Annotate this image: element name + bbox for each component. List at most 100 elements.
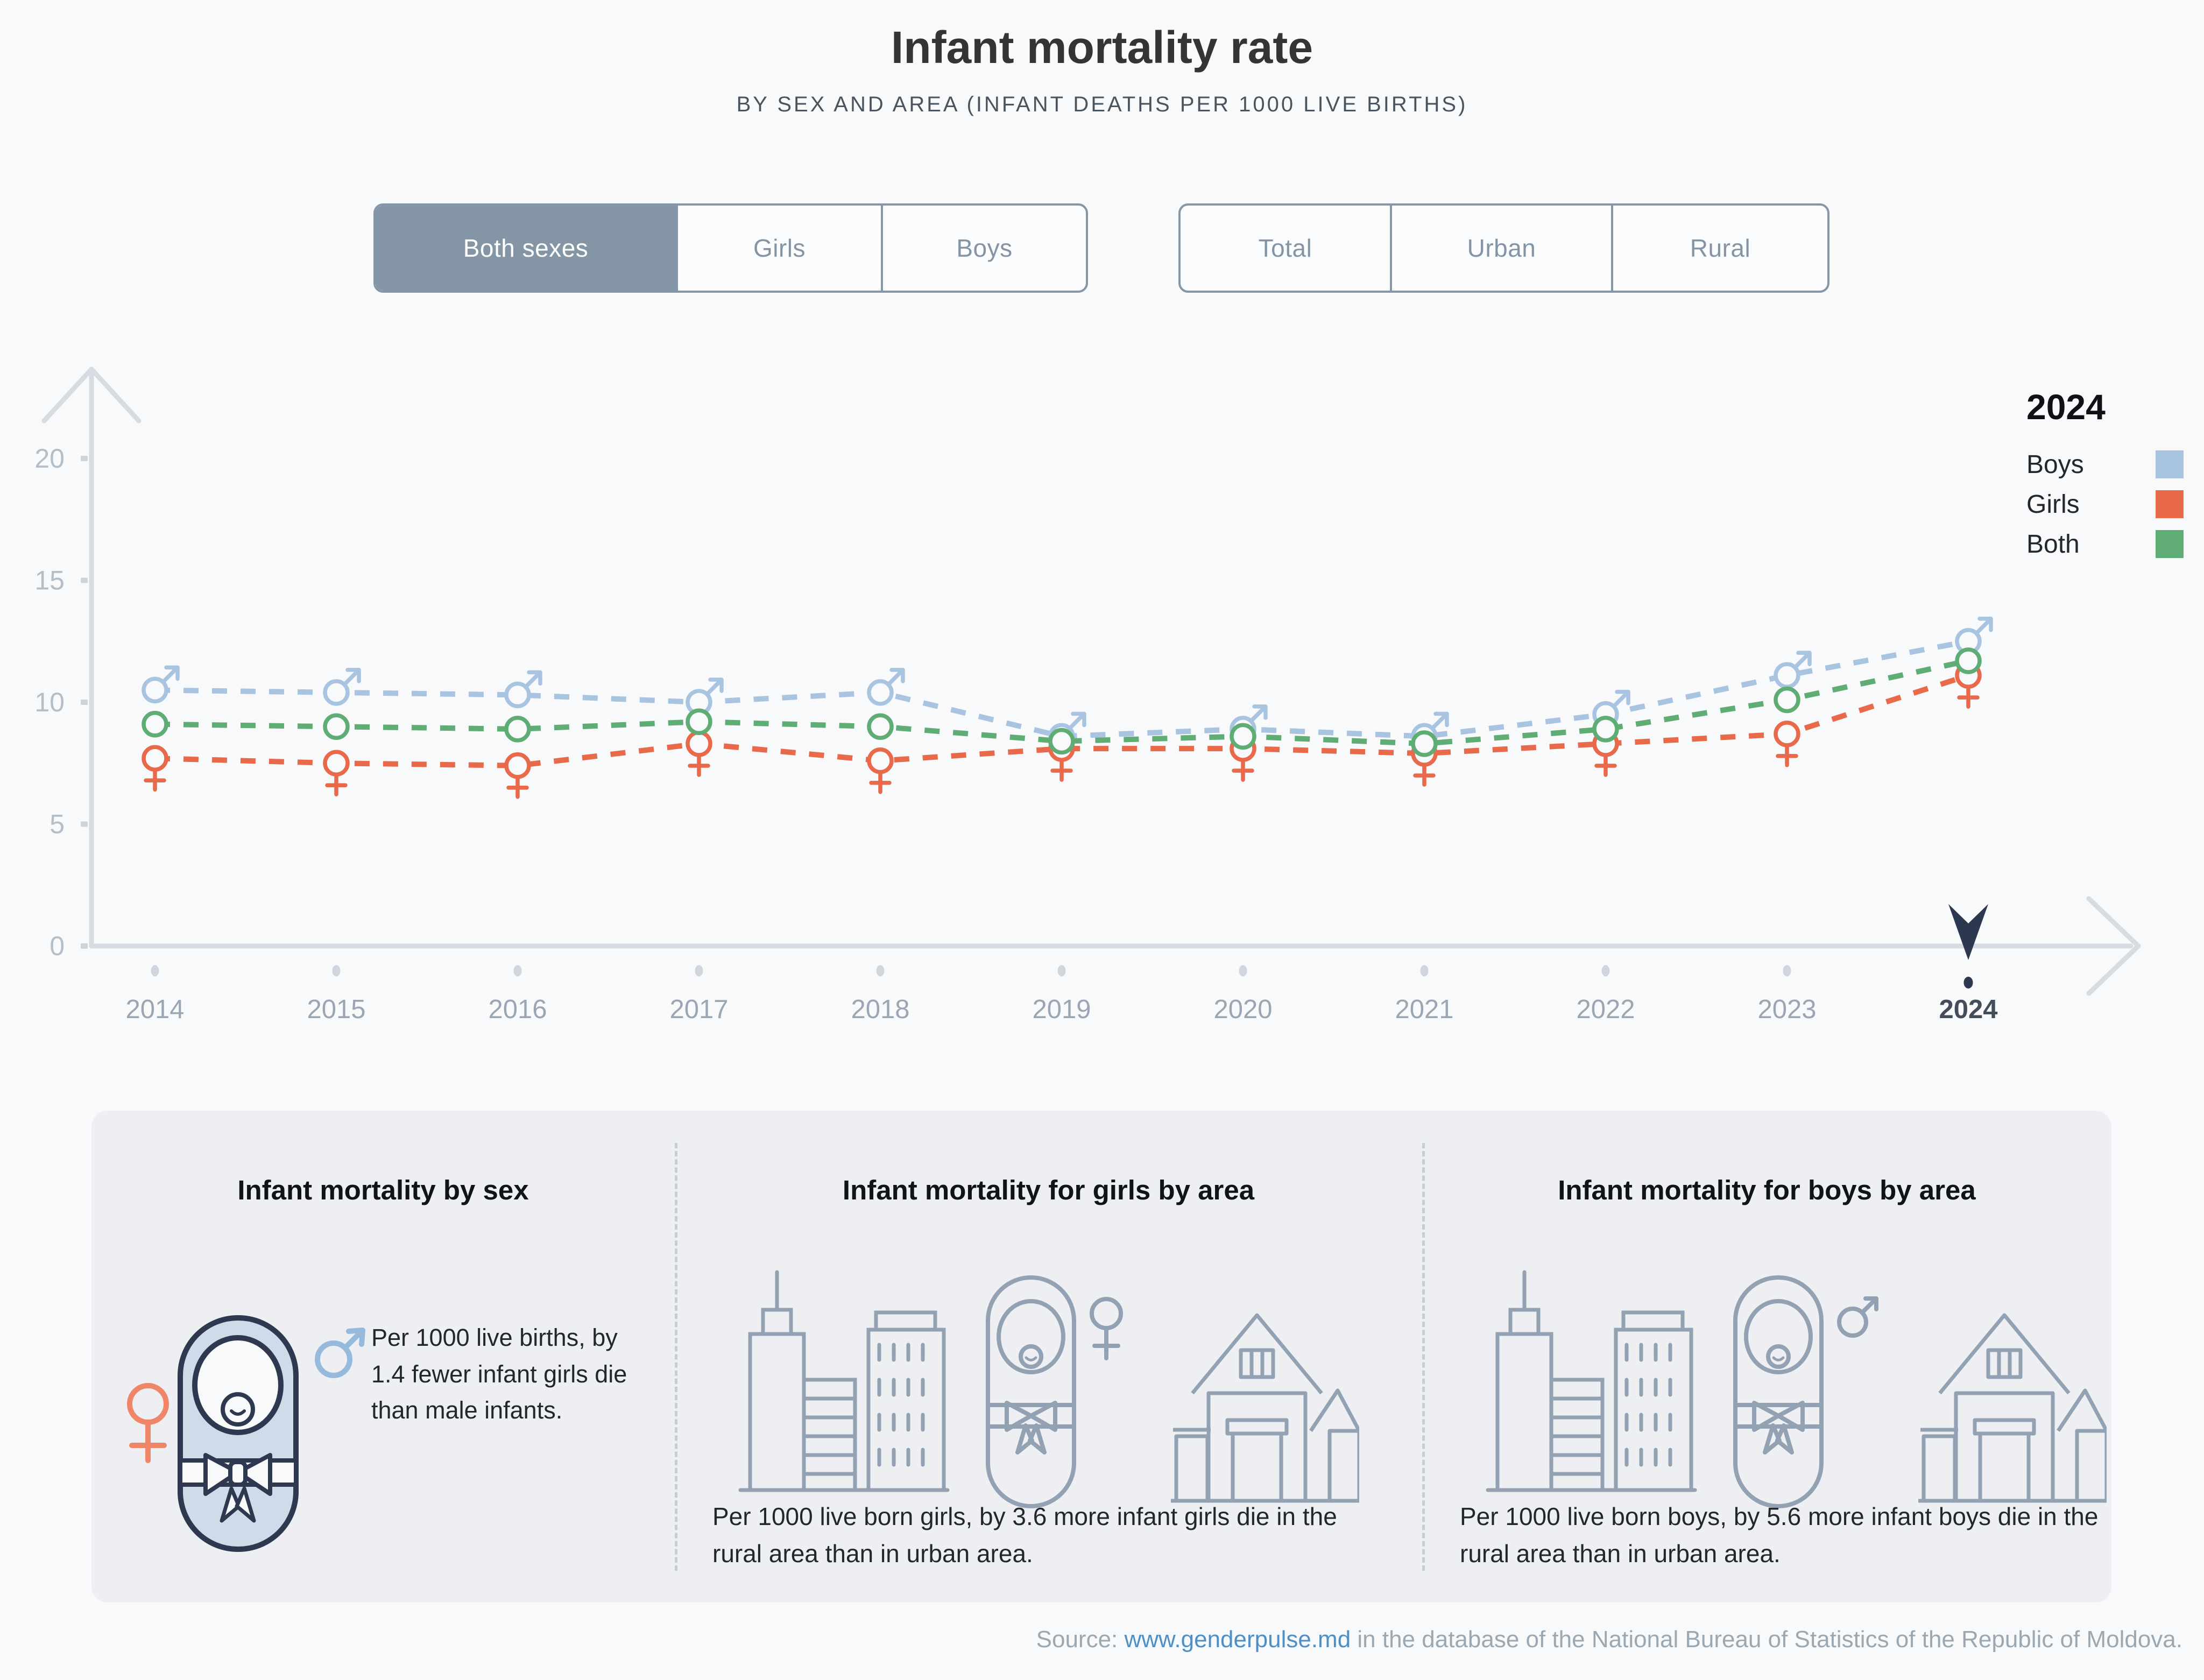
card-divider — [675, 1143, 677, 1571]
both-marker-2014 — [142, 711, 168, 738]
girls-marker-2023 — [1774, 721, 1800, 747]
y-tick-label: 0 — [50, 931, 65, 961]
mortality-line-chart: 0 5 10 15 20 2014 2015 2016 2017 2018 2019 2020 2021… — [34, 366, 2141, 1024]
source-link[interactable]: www.genderpulse.md — [1124, 1626, 1351, 1653]
girls-marker-2016 — [504, 752, 531, 779]
baby-icon — [986, 1275, 1076, 1508]
house-icon — [1918, 1313, 2107, 1503]
y-tick — [81, 943, 88, 949]
page-subtitle: BY SEX AND AREA (INFANT DEATHS PER 1000 … — [736, 93, 1468, 116]
girls-marker-2014 — [142, 745, 168, 772]
legend-selected-year: 2024 — [2026, 387, 2106, 427]
card-title: Infant mortality for boys by area — [1558, 1175, 1976, 1205]
female-symbol-icon — [1776, 743, 1798, 767]
female-symbol-icon — [869, 770, 892, 794]
female-symbol-icon — [325, 772, 348, 796]
both-marker-2024 — [1955, 647, 1982, 674]
boys-marker-2014 — [142, 676, 168, 704]
both-marker-2017 — [686, 708, 712, 735]
baby-icon — [1733, 1275, 1824, 1508]
legend-row-both: Both — [2026, 530, 2184, 559]
year-tick-2018[interactable]: 2018 — [851, 995, 909, 1024]
both-marker-2018 — [867, 713, 894, 740]
year-tick-2024[interactable]: 2024 — [1939, 995, 1997, 1024]
toggle-boys[interactable]: Boys — [881, 206, 1086, 291]
legend-label-both: Both — [2026, 530, 2080, 559]
selected-year-cursor-icon — [1948, 904, 1988, 960]
legend-row-girls: Girls — [2026, 490, 2184, 519]
year-tick-2020[interactable]: 2020 — [1213, 995, 1272, 1024]
toggle-total[interactable]: Total — [1258, 234, 1312, 262]
city-icon — [1486, 1270, 1697, 1492]
boys-area-icons — [1486, 1270, 2107, 1508]
year-tick-2019[interactable]: 2019 — [1032, 995, 1091, 1024]
year-dot — [151, 965, 159, 977]
both-marker-2015 — [323, 713, 350, 740]
year-dot — [1057, 965, 1066, 977]
year-dot — [1420, 965, 1429, 977]
year-tick-2017[interactable]: 2017 — [669, 995, 728, 1024]
year-dot — [332, 965, 341, 977]
series-line-both — [154, 658, 1969, 747]
year-tick-2015[interactable]: 2015 — [307, 995, 365, 1024]
female-symbol-icon — [127, 1383, 169, 1463]
year-tick-2016[interactable]: 2016 — [488, 995, 547, 1024]
area-toggle-group: Total Urban Rural — [1178, 203, 1829, 293]
boys-marker-2018 — [867, 679, 894, 706]
card-text: Per 1000 live born girls, by 3.6 more in… — [712, 1502, 1337, 1568]
both-marker-2020 — [1230, 723, 1256, 750]
source-suffix: in the database of the National Bureau o… — [1351, 1626, 2182, 1653]
boys-marker-2016 — [504, 681, 531, 709]
male-symbol-icon — [1249, 704, 1268, 723]
year-dot — [695, 965, 703, 977]
both-marker-2021 — [1411, 730, 1438, 757]
legend-label-girls: Girls — [2026, 490, 2080, 519]
sex-toggle-group: Both sexes Girls Boys — [373, 203, 1088, 293]
toggle-girls[interactable]: Girls — [676, 206, 881, 291]
card-mortality-by-sex: Infant mortality by sex — [91, 1111, 675, 1603]
girls-marker-2018 — [867, 747, 894, 774]
male-symbol-icon — [1612, 689, 1630, 709]
both-marker-2019 — [1048, 728, 1075, 755]
year-dot — [1239, 965, 1247, 977]
male-symbol-icon — [1068, 711, 1086, 731]
year-dot — [1783, 965, 1791, 977]
female-symbol-icon — [1232, 758, 1254, 782]
male-symbol-icon — [342, 668, 361, 687]
toggle-both-sexes[interactable]: Both sexes — [376, 206, 676, 291]
card-title: Infant mortality by sex — [237, 1175, 529, 1205]
y-tick — [81, 821, 88, 827]
year-tick-2021[interactable]: 2021 — [1395, 995, 1453, 1024]
x-axis-arrow-icon — [2086, 896, 2141, 996]
female-symbol-icon — [1050, 758, 1073, 782]
chart-legend: 2024 Boys Girls Both — [2026, 386, 2184, 569]
male-symbol-icon — [1974, 617, 1993, 636]
year-tick-2023[interactable]: 2023 — [1757, 995, 1816, 1024]
baby-icon — [178, 1315, 299, 1552]
y-tick-label: 5 — [50, 809, 65, 839]
toggle-rural[interactable]: Rural — [1611, 206, 1827, 291]
year-tick-2022[interactable]: 2022 — [1576, 995, 1635, 1024]
toggle-urban[interactable]: Urban — [1390, 206, 1611, 291]
male-symbol-icon — [1837, 1296, 1878, 1338]
card-text: Per 1000 live births, by 1.4 fewer infan… — [371, 1324, 627, 1424]
card-divider — [1422, 1143, 1425, 1571]
male-symbol-icon — [1793, 651, 1812, 669]
year-dot — [1601, 965, 1610, 977]
female-symbol-icon — [1090, 1297, 1123, 1360]
selected-year-dot — [1963, 977, 1973, 989]
series-line-boys — [154, 638, 1969, 739]
legend-swatch-boys — [2156, 450, 2184, 478]
card-title: Infant mortality for girls by area — [842, 1175, 1255, 1205]
legend-swatch-girls — [2156, 490, 2184, 518]
both-marker-2023 — [1774, 686, 1800, 714]
year-tick-2014[interactable]: 2014 — [125, 995, 184, 1024]
y-tick — [81, 456, 88, 461]
card-girls-by-area: Infant mortality for girls by area — [675, 1111, 1422, 1603]
y-axis-arrow-icon — [41, 366, 142, 423]
source-prefix: Source: — [1036, 1626, 1125, 1653]
card-text: Per 1000 live born boys, by 5.6 more inf… — [1460, 1502, 2099, 1568]
info-cards-panel: Infant mortality by sex — [91, 1111, 2111, 1603]
female-symbol-icon — [1957, 684, 1980, 709]
